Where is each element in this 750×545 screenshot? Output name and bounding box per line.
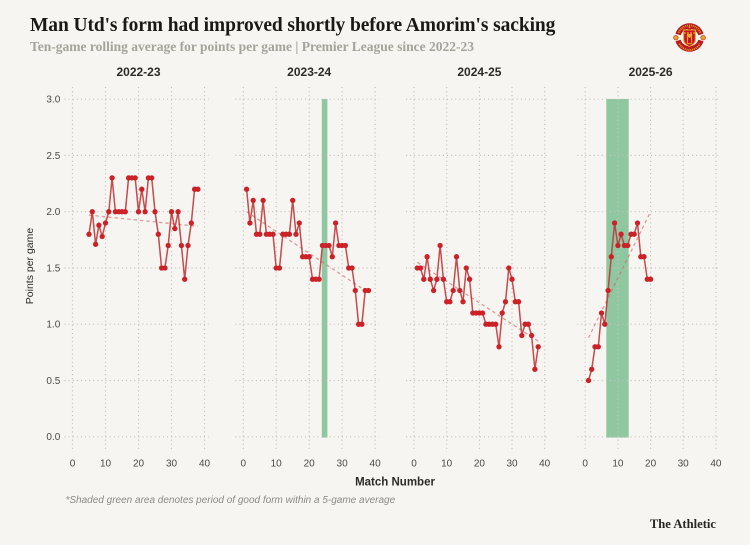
svg-text:10: 10 (271, 459, 283, 470)
svg-text:30: 30 (506, 459, 518, 470)
svg-text:20: 20 (645, 459, 657, 470)
svg-text:0: 0 (582, 459, 588, 470)
svg-text:2.0: 2.0 (46, 207, 60, 218)
svg-text:30: 30 (337, 459, 349, 470)
svg-text:The Athletic: The Athletic (650, 517, 717, 531)
svg-text:1.5: 1.5 (46, 263, 60, 274)
svg-text:20: 20 (133, 459, 145, 470)
svg-text:20: 20 (474, 459, 486, 470)
svg-text:0: 0 (411, 459, 417, 470)
svg-text:10: 10 (441, 459, 453, 470)
svg-text:20: 20 (304, 459, 316, 470)
svg-text:2025-26: 2025-26 (629, 65, 673, 79)
svg-text:1.0: 1.0 (46, 320, 60, 331)
svg-text:30: 30 (678, 459, 690, 470)
svg-text:40: 40 (710, 459, 722, 470)
svg-text:30: 30 (166, 459, 178, 470)
svg-text:0: 0 (70, 459, 76, 470)
svg-text:2.5: 2.5 (46, 151, 60, 162)
svg-text:40: 40 (199, 459, 211, 470)
svg-text:0: 0 (241, 459, 247, 470)
svg-text:*Shaded green area denotes per: *Shaded green area denotes period of goo… (66, 495, 396, 506)
svg-text:2023-24: 2023-24 (287, 65, 331, 79)
svg-text:40: 40 (539, 459, 551, 470)
svg-text:Points per game: Points per game (24, 228, 36, 305)
svg-text:3.0: 3.0 (46, 95, 60, 106)
svg-text:40: 40 (370, 459, 382, 470)
svg-text:0.5: 0.5 (46, 376, 60, 387)
svg-text:Match Number: Match Number (355, 477, 435, 489)
svg-text:10: 10 (612, 459, 624, 470)
svg-text:2024-25: 2024-25 (457, 65, 501, 79)
svg-text:0.0: 0.0 (46, 432, 60, 443)
svg-text:10: 10 (100, 459, 112, 470)
svg-text:2022-23: 2022-23 (116, 65, 160, 79)
